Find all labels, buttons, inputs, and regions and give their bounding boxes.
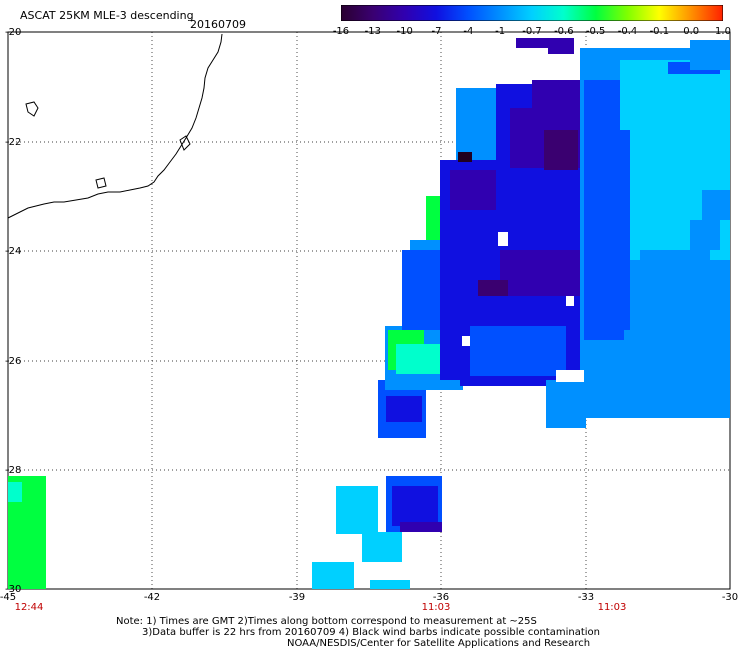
- note-line-1: Note: 1) Times are GMT 2)Times along bot…: [116, 616, 537, 627]
- time-label-middle: 11:03: [421, 602, 451, 613]
- swath-cell: [370, 580, 410, 589]
- latitude-label: -28: [5, 465, 22, 476]
- swath-cell: [458, 152, 472, 162]
- swath-cell: [516, 38, 556, 48]
- coastline: [7, 33, 223, 219]
- credit-line: NOAA/NESDIS/Center for Satellite Applica…: [287, 638, 591, 649]
- swath-cell: [702, 190, 730, 220]
- time-label-west: 12:44: [14, 602, 44, 613]
- coastline-island: [25, 101, 39, 117]
- latitude-label: -24: [5, 246, 22, 257]
- coastline-lagoon: [95, 177, 107, 189]
- swath-cell: [690, 40, 730, 70]
- swath-cell: [548, 38, 574, 54]
- swath-gap: [556, 370, 584, 382]
- swath-gap: [498, 232, 508, 246]
- swath-gap: [566, 296, 574, 306]
- longitude-label: -39: [288, 592, 306, 603]
- swath-gap: [462, 336, 470, 346]
- latitude-label: -26: [5, 356, 22, 367]
- color-scale-bar: [341, 5, 723, 21]
- map-title: ASCAT 25KM MLE-3 descending: [20, 9, 194, 22]
- swath-cell: [600, 130, 630, 330]
- swath-cell: [312, 562, 354, 589]
- map-date: 20160709: [190, 18, 246, 31]
- swath-cell: [640, 250, 710, 410]
- longitude-label: -30: [721, 592, 739, 603]
- swath-cell: [546, 380, 586, 428]
- note-line-2: 3)Data buffer is 22 hrs from 20160709 4)…: [142, 627, 600, 638]
- swath-cell: [8, 482, 22, 502]
- swath-cell: [400, 522, 442, 532]
- latitude-label: -22: [5, 137, 22, 148]
- longitude-label: -42: [143, 592, 161, 603]
- swath-cell: [396, 344, 440, 374]
- scatterometer-swath: [8, 38, 730, 589]
- swath-cell: [392, 486, 438, 526]
- swath-cell: [456, 88, 496, 160]
- swath-cell: [450, 170, 496, 210]
- swath-cell: [362, 532, 402, 562]
- time-label-east: 11:03: [597, 602, 627, 613]
- swath-cell: [470, 326, 566, 376]
- coastline-bay: [179, 135, 191, 151]
- latitude-label: -30: [5, 584, 22, 595]
- latitude-label: -20: [5, 27, 22, 38]
- swath-cell: [426, 196, 442, 252]
- swath-cell: [690, 220, 720, 250]
- longitude-label: -33: [577, 592, 595, 603]
- swath-cell: [386, 396, 422, 422]
- swath-cell: [336, 486, 378, 534]
- longitude-label: -36: [432, 592, 450, 603]
- longitude-label: -45: [0, 592, 17, 603]
- color-scale-gradient: [341, 5, 723, 21]
- swath-cell: [544, 130, 578, 170]
